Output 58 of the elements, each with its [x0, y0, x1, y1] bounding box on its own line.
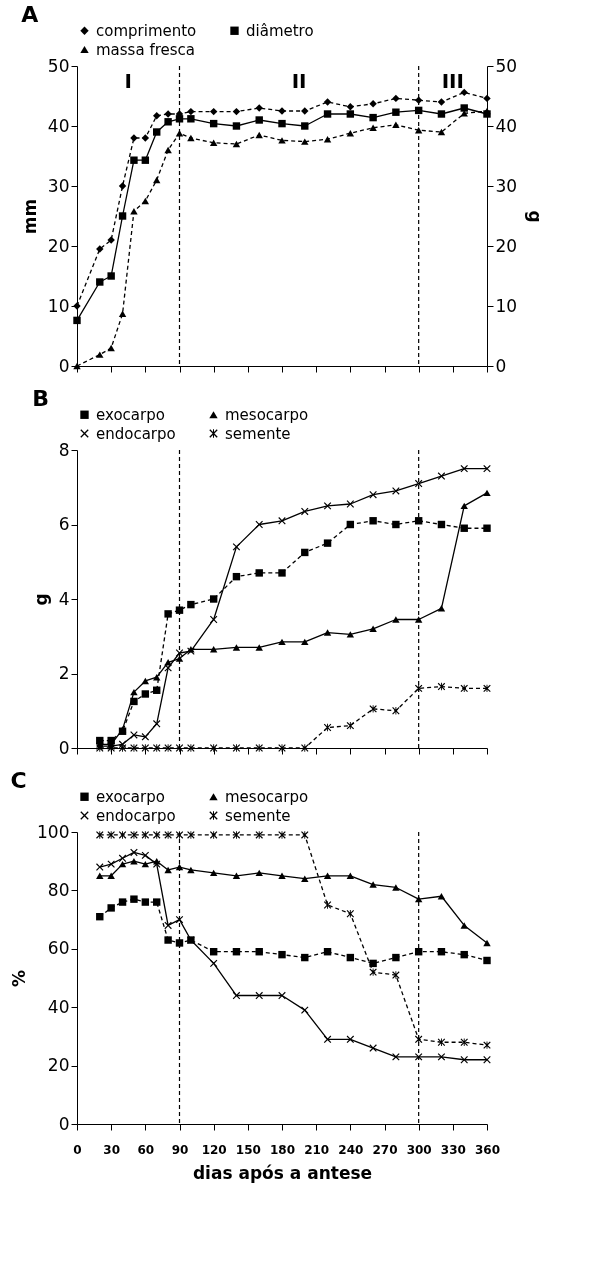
y-tick-label: 60 — [47, 938, 70, 959]
legend-label: endocarpo — [96, 424, 176, 443]
x-tick-label: 300 — [406, 1142, 432, 1157]
legend-label: exocarpo — [96, 405, 165, 424]
x-tick-label: 270 — [372, 1142, 398, 1157]
legend-label: diâmetro — [246, 21, 314, 40]
y-tick-label: 20 — [47, 235, 70, 256]
y-tick-label: 10 — [47, 295, 70, 316]
y-tick-label: 0 — [58, 1113, 70, 1134]
y-axis-title: mm — [19, 198, 40, 235]
x-tick-label: 90 — [171, 1142, 189, 1157]
x-tick-label: 180 — [269, 1142, 296, 1157]
y-tick-label: 8 — [58, 439, 70, 460]
x-tick-label: 60 — [137, 1142, 155, 1157]
y2-axis-title: g — [525, 210, 546, 223]
annotation: I — [124, 69, 132, 93]
y-axis-title: % — [9, 969, 30, 988]
y2-tick-label: 30 — [495, 175, 518, 196]
chart-title: B — [32, 386, 49, 411]
y-axis-title: g — [30, 593, 51, 606]
x-tick-label: 210 — [304, 1142, 330, 1157]
y2-tick-label: 50 — [495, 55, 518, 76]
legend-label: massa fresca — [96, 40, 195, 59]
y2-tick-label: 20 — [495, 235, 518, 256]
legend-label: semente — [225, 424, 291, 443]
x-axis-title: dias após a antese — [192, 1162, 373, 1183]
annotation: III — [441, 69, 464, 93]
y-tick-label: 50 — [47, 55, 70, 76]
y-tick-label: 30 — [47, 175, 70, 196]
y2-tick-label: 40 — [495, 115, 518, 136]
annotation: II — [291, 69, 307, 93]
x-tick-label: 240 — [338, 1142, 364, 1157]
y2-tick-label: 10 — [495, 295, 518, 316]
y-tick-label: 100 — [37, 821, 70, 842]
legend-label: exocarpo — [96, 787, 165, 806]
legend-label: mesocarpo — [225, 405, 309, 424]
legend-label: comprimento — [96, 21, 197, 40]
y-tick-label: 4 — [58, 588, 70, 609]
y-tick-label: 40 — [47, 996, 70, 1017]
y-tick-label: 80 — [47, 879, 70, 900]
y-tick-label: 0 — [58, 355, 70, 376]
x-tick-label: 360 — [474, 1142, 501, 1157]
x-tick-label: 0 — [73, 1142, 82, 1157]
y-tick-label: 2 — [58, 663, 70, 683]
x-tick-label: 30 — [103, 1142, 121, 1157]
y-tick-label: 40 — [47, 115, 70, 136]
y-tick-label: 0 — [58, 737, 70, 758]
x-tick-label: 120 — [201, 1142, 227, 1157]
x-tick-label: 150 — [235, 1142, 261, 1157]
chart-title: A — [21, 2, 39, 27]
legend-label: semente — [225, 806, 291, 825]
legend-label: endocarpo — [96, 806, 176, 825]
chart-title: C — [10, 768, 27, 793]
y-tick-label: 20 — [47, 1055, 70, 1076]
x-tick-label: 330 — [440, 1142, 466, 1157]
y2-tick-label: 0 — [495, 355, 507, 376]
y-tick-label: 6 — [58, 514, 70, 534]
legend-label: mesocarpo — [225, 787, 309, 806]
